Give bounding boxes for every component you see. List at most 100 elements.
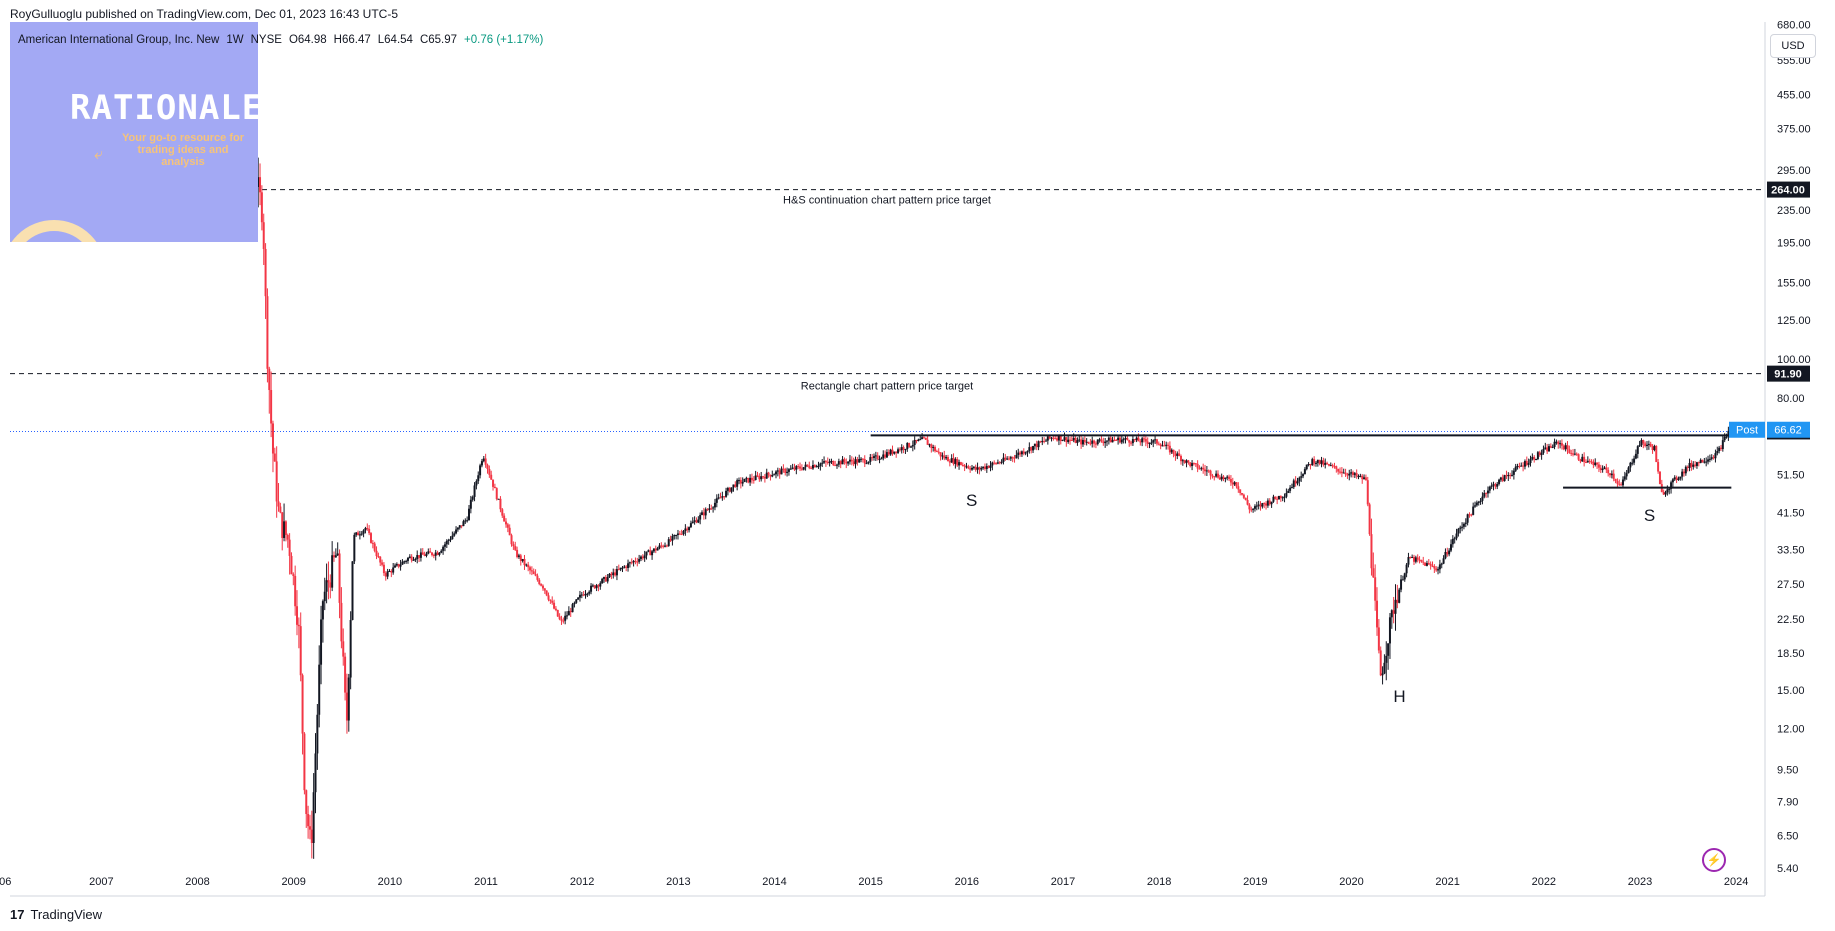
candle-body <box>1057 436 1060 441</box>
candle-body <box>1679 476 1682 479</box>
candle-body <box>1154 439 1157 441</box>
candle-body <box>1448 550 1451 555</box>
candle-body <box>1684 466 1687 474</box>
candle-body <box>1388 617 1391 644</box>
candle-body <box>473 485 476 497</box>
candle-body <box>495 488 498 500</box>
price-levels: H&S continuation chart pattern price tar… <box>10 189 1765 432</box>
candle-body <box>902 447 905 450</box>
candle-body <box>1496 483 1499 487</box>
candle-body <box>259 177 262 193</box>
candle-body <box>606 577 609 582</box>
candle-body <box>1368 504 1371 535</box>
candle-body <box>1420 559 1423 562</box>
candle-body <box>1292 480 1295 488</box>
candle-body <box>279 506 282 513</box>
candle-body <box>271 423 274 454</box>
tradingview-footer-logo[interactable]: 17 TradingView <box>10 907 102 922</box>
candle-body <box>634 560 637 562</box>
candle-body <box>1196 463 1199 469</box>
candle-body <box>260 192 263 223</box>
candle-body <box>1265 503 1268 506</box>
candle-body <box>377 556 380 558</box>
candle-body <box>1570 452 1573 454</box>
candle-body <box>1671 479 1674 483</box>
candle-body <box>932 446 935 448</box>
candle-body <box>475 481 478 486</box>
candle-body <box>619 567 622 570</box>
candle-body <box>1490 485 1493 487</box>
candle-body <box>693 520 696 522</box>
candle-body <box>1148 442 1151 444</box>
candle-body <box>355 532 358 535</box>
candle-body <box>1194 463 1197 465</box>
candle-body <box>303 733 306 791</box>
candle-body <box>1146 441 1149 444</box>
candle-body <box>1699 459 1702 464</box>
candle-body <box>508 527 511 536</box>
candle-body <box>1204 469 1207 472</box>
post-price-label: 66.62 <box>1774 425 1802 437</box>
pattern-annotations: S H S <box>966 491 1655 706</box>
candle-body <box>621 567 624 569</box>
candle-body <box>292 574 295 576</box>
candle-body <box>1383 662 1386 674</box>
candle-body <box>1612 473 1615 479</box>
candle-body <box>1725 436 1728 438</box>
candle-body <box>1518 466 1521 468</box>
symbol-name[interactable]: American International Group, Inc. New <box>18 34 220 46</box>
candle-body <box>665 545 668 547</box>
candle-body <box>1085 441 1088 443</box>
candle-body <box>1329 465 1332 467</box>
candle-body <box>1235 482 1238 487</box>
candle-body <box>1124 438 1127 440</box>
candle-body <box>464 520 467 522</box>
candle-body <box>928 444 931 446</box>
candle-body <box>586 593 589 595</box>
candle-body <box>1237 486 1240 490</box>
candle-body <box>1033 443 1036 447</box>
currency-button[interactable]: USD <box>1770 34 1816 58</box>
lightning-bolt-icon[interactable]: ⚡ <box>1702 848 1726 872</box>
symbol-legend[interactable]: American International Group, Inc. New 1W… <box>18 34 550 46</box>
candle-body <box>1043 440 1046 442</box>
candle-body <box>754 475 757 481</box>
candle-body <box>1431 565 1434 567</box>
x-tick-label: 2018 <box>1147 876 1171 888</box>
candle-body <box>1222 476 1225 479</box>
candle-body <box>756 475 759 477</box>
candle-body <box>1451 538 1454 545</box>
candle-body <box>1035 443 1038 448</box>
candle-body <box>266 296 269 369</box>
x-tick-label: 2009 <box>281 876 305 888</box>
candle-body <box>1302 474 1305 477</box>
candle-body <box>299 626 302 676</box>
candle-body <box>1239 489 1242 494</box>
candle-body <box>1551 446 1554 448</box>
candle-body <box>1359 475 1362 477</box>
candle-body <box>1575 453 1578 455</box>
candlestick-series <box>210 22 1730 859</box>
candle-body <box>1411 556 1414 558</box>
candle-body <box>1141 438 1144 443</box>
candle-body <box>1209 470 1212 476</box>
candle-body <box>652 548 655 552</box>
candle-body <box>1307 464 1310 466</box>
x-tick-label: 2011 <box>474 876 498 888</box>
candle-body <box>1638 445 1641 447</box>
candle-body <box>1279 495 1282 499</box>
candle-body <box>268 368 271 391</box>
candle-body <box>1294 480 1297 484</box>
candle-body <box>1170 449 1173 453</box>
candle-body <box>392 567 395 573</box>
candle-body <box>628 562 631 564</box>
candle-body <box>1433 566 1436 569</box>
candle-body <box>1296 481 1299 484</box>
candle-body <box>843 459 846 462</box>
brand-logo: RATIONALE ⤶ Your go-to resource for trad… <box>10 22 258 242</box>
y-tick-label: 125.00 <box>1777 315 1811 327</box>
candle-body <box>440 550 443 553</box>
candle-body <box>1697 462 1700 464</box>
candle-body <box>286 535 289 540</box>
